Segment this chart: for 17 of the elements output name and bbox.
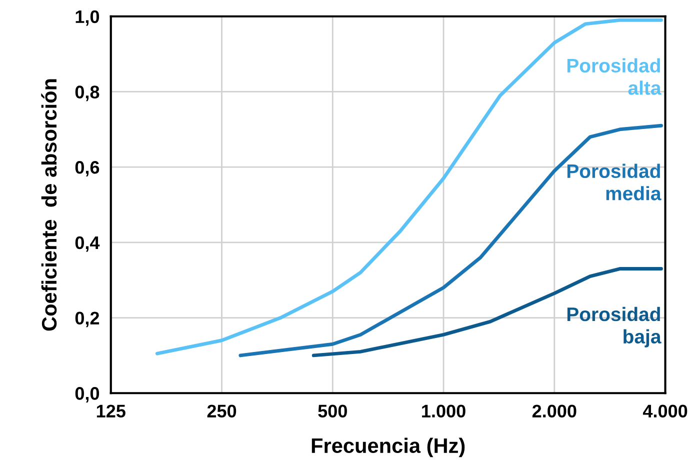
y-tick-label: 0,0 bbox=[75, 387, 100, 402]
x-tick-label: 4.000 bbox=[642, 404, 688, 418]
y-axis-title: Coeficiente de absorción bbox=[41, 79, 57, 331]
series-label: Porosidad media bbox=[567, 164, 662, 200]
x-tick-label: 500 bbox=[318, 404, 347, 418]
x-axis-title: Frecuencia (Hz) bbox=[312, 438, 465, 458]
y-tick-label: 0,2 bbox=[75, 312, 100, 328]
x-tick-label: 1.000 bbox=[422, 404, 466, 418]
y-tick-label: 0,4 bbox=[75, 236, 100, 252]
x-tick-label: 125 bbox=[96, 404, 126, 418]
series-label: Porosidad alta bbox=[567, 58, 662, 95]
x-tick-label: 2.000 bbox=[532, 404, 576, 418]
x-tick-label: 250 bbox=[207, 404, 236, 418]
y-tick-label: 1,0 bbox=[76, 10, 100, 26]
y-tick-label: 0,6 bbox=[75, 161, 100, 176]
y-tick-label: 0,8 bbox=[75, 86, 100, 102]
series-label: Porosidad baja bbox=[567, 306, 662, 348]
